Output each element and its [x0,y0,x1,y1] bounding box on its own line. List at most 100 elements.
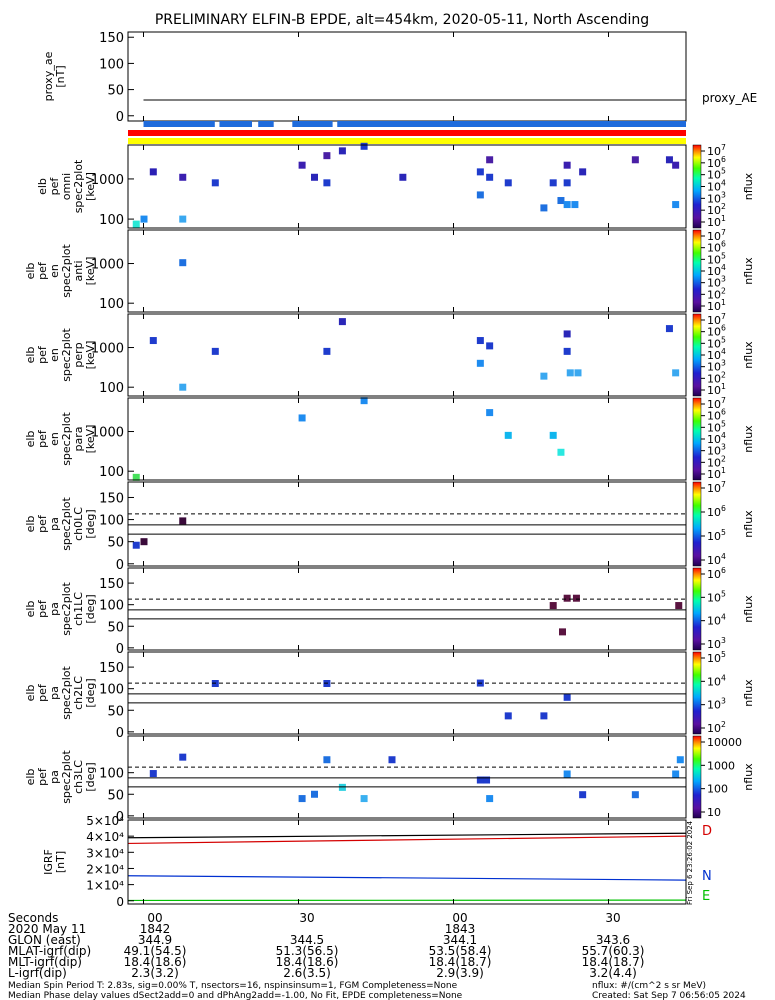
ch0-ylabel: elb [24,516,37,533]
colorbar-tick-label: 105 [707,251,726,266]
igrf-ylabel: [nT] [54,851,67,873]
pitch-angle-cell [676,756,684,764]
y-tick-label: 100 [99,57,124,72]
spectrogram-cell [571,201,579,209]
ch0-ylabel: spec2plot [60,497,73,551]
side-timestamp: Fri Sep 6 23:26:02 2024 [686,820,694,905]
colorbar-tick-label: 106 [707,240,726,255]
colorbar [692,567,702,651]
ch3-ylabel: pef [36,767,49,786]
colorbar-tick-label: 104 [707,552,726,567]
colorbar-tick-label: 104 [707,263,726,278]
colorbar-label: nflux [742,595,755,623]
ephemeris-row-label: GLON (east) [8,933,81,947]
spectrogram-cell [211,179,219,187]
y-tick-label: 1000 [91,342,124,357]
ephemeris-value: 18.4(18.7) [429,955,492,969]
spectrogram-cell [338,318,346,326]
colorbar-tick-label: 107 [707,312,726,327]
panel-frame [127,313,687,397]
omni-ylabel: omni [60,173,73,200]
igrf-right-label: D [702,824,712,839]
colorbar-tick-label: 103 [707,275,726,290]
colorbar [692,229,702,313]
pitch-angle-cell [504,712,512,720]
colorbar-tick-label: 104 [707,179,726,194]
colorbar-tick-label: 101 [707,214,726,229]
ephemeris-value: 1843 [445,922,476,936]
ch3-ylabel: ch3LC [72,760,85,794]
perp-ylabel: en [48,348,61,362]
pitch-angle-cell [298,795,306,803]
ch1-ylabel: [deg] [84,594,97,623]
y-tick-label: 1000 [91,258,124,273]
para-ylabel: para [72,427,85,452]
y-tick-label: 100 [99,297,124,312]
para-ylabel: [keV] [84,425,97,454]
spectrogram-cell [298,161,306,169]
colorbar [692,397,702,481]
colorbar-tick-label: 103 [707,359,726,374]
pitch-angle-cell [540,712,548,720]
ephemeris-value: 344.1 [443,933,477,947]
y-tick-label: 1000 [91,173,124,188]
y-tick-label: 100 [99,683,124,698]
colorbar-tick-label: 105 [707,335,726,350]
spectrogram-cell [476,168,484,176]
colorbar-tick-label: 103 [707,190,726,205]
ephemeris-value: 00 [147,911,162,925]
igrf-right-label: E [702,889,710,904]
y-tick-label: 50 [107,84,124,99]
spectrogram-cell [486,156,494,164]
perp-ylabel: perp [72,342,85,367]
ephemeris-table: Seconds 00 30 00 30 2020 May 11 1842 1843 GLON (… [8,911,644,980]
y-tick-label: 150 [99,577,124,592]
y-tick-label: 50 [107,704,124,719]
perp-ylabel: spec2plot [60,328,73,382]
pitch-angle-cell [486,795,494,803]
spectrogram-cell [476,191,484,199]
colorbar-tick-label: 106 [707,324,726,339]
igrf-right-label: N [702,869,712,884]
colorbar-tick-label: 102 [707,370,726,385]
ephemeris-row-label: 2020 May 11 [8,922,86,936]
y-tick-label: 0 [116,810,124,825]
y-tick-label: 0 [116,642,124,657]
spectrogram-cell [140,215,148,223]
spectrogram-cell [360,142,368,150]
colorbar [692,735,702,819]
figure-title: PRELIMINARY ELFIN-B EPDE, alt=454km, 202… [155,12,649,28]
footer-line-1: Median Spin Period T: 2.83s, sig=0.00% T… [8,981,458,991]
ephemeris-value: 49.1(54.5) [124,944,187,958]
spectrogram-cell [549,431,557,439]
panel-frame [127,397,687,481]
status-bar-blue [292,121,333,127]
y-tick-label: 5×10⁴ [86,814,124,828]
pitch-angle-cell [323,756,331,764]
y-tick-label: 150 [99,661,124,676]
anti-ylabel: spec2plot [60,244,73,298]
pitch-angle-cell [476,776,484,784]
ephemeris-value: 53.5(58.4) [429,944,492,958]
spectrogram-cell [323,152,331,160]
pitch-angle-cell [563,594,571,602]
status-bar-red [128,130,686,136]
spectrogram-cell [476,337,484,345]
spectrogram-cell [360,397,368,405]
y-tick-label: 50 [107,788,124,803]
ch0-ylabel: pa [48,517,61,531]
ephemeris-value: 1842 [140,922,171,936]
ephemeris-value: 344.5 [290,933,324,947]
y-tick-label: 4×10⁴ [86,830,124,844]
ch3-ylabel: [deg] [84,762,97,791]
status-bar-blue [219,121,252,127]
pitch-angle-cell [360,795,368,803]
spectrogram-cell [149,337,157,345]
spectrogram-cell [672,201,680,209]
status-bar-yellow [128,138,686,144]
colorbar-tick-label: 105 [707,167,726,182]
ch2-ylabel: ch2LC [72,676,85,710]
spectrogram-cell [311,173,318,181]
colorbar-tick-label: 106 [707,566,726,581]
